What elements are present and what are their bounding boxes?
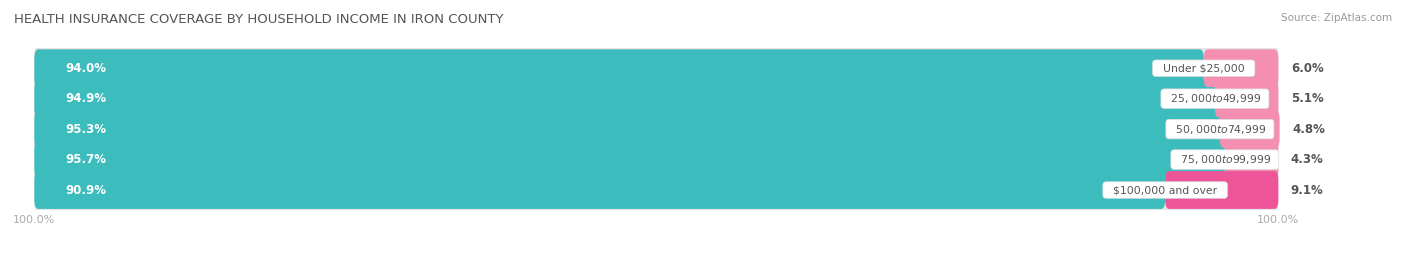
FancyBboxPatch shape <box>34 49 1204 87</box>
Text: HEALTH INSURANCE COVERAGE BY HOUSEHOLD INCOME IN IRON COUNTY: HEALTH INSURANCE COVERAGE BY HOUSEHOLD I… <box>14 13 503 26</box>
Text: 90.9%: 90.9% <box>66 183 107 197</box>
Text: Under $25,000: Under $25,000 <box>1156 63 1251 73</box>
Text: $50,000 to $74,999: $50,000 to $74,999 <box>1170 123 1271 136</box>
FancyBboxPatch shape <box>34 74 1278 124</box>
FancyBboxPatch shape <box>1215 80 1278 118</box>
Text: Source: ZipAtlas.com: Source: ZipAtlas.com <box>1281 13 1392 23</box>
Text: $100,000 and over: $100,000 and over <box>1107 185 1225 195</box>
Text: 95.7%: 95.7% <box>66 153 107 166</box>
FancyBboxPatch shape <box>34 141 1225 178</box>
FancyBboxPatch shape <box>34 171 1166 209</box>
FancyBboxPatch shape <box>34 80 1215 118</box>
Text: 9.1%: 9.1% <box>1291 183 1323 197</box>
Text: $25,000 to $49,999: $25,000 to $49,999 <box>1164 92 1265 105</box>
Text: 4.3%: 4.3% <box>1291 153 1323 166</box>
Text: 5.1%: 5.1% <box>1291 92 1323 105</box>
FancyBboxPatch shape <box>1204 49 1278 87</box>
Text: $75,000 to $99,999: $75,000 to $99,999 <box>1174 153 1275 166</box>
FancyBboxPatch shape <box>34 110 1220 148</box>
Text: 95.3%: 95.3% <box>66 123 107 136</box>
FancyBboxPatch shape <box>1225 141 1278 178</box>
FancyBboxPatch shape <box>34 165 1278 215</box>
Text: 6.0%: 6.0% <box>1291 62 1323 75</box>
Text: 94.9%: 94.9% <box>66 92 107 105</box>
Text: 94.0%: 94.0% <box>66 62 107 75</box>
FancyBboxPatch shape <box>1220 110 1279 148</box>
FancyBboxPatch shape <box>34 134 1278 185</box>
FancyBboxPatch shape <box>34 104 1278 154</box>
FancyBboxPatch shape <box>1166 171 1278 209</box>
FancyBboxPatch shape <box>34 43 1278 93</box>
Text: 4.8%: 4.8% <box>1292 123 1324 136</box>
